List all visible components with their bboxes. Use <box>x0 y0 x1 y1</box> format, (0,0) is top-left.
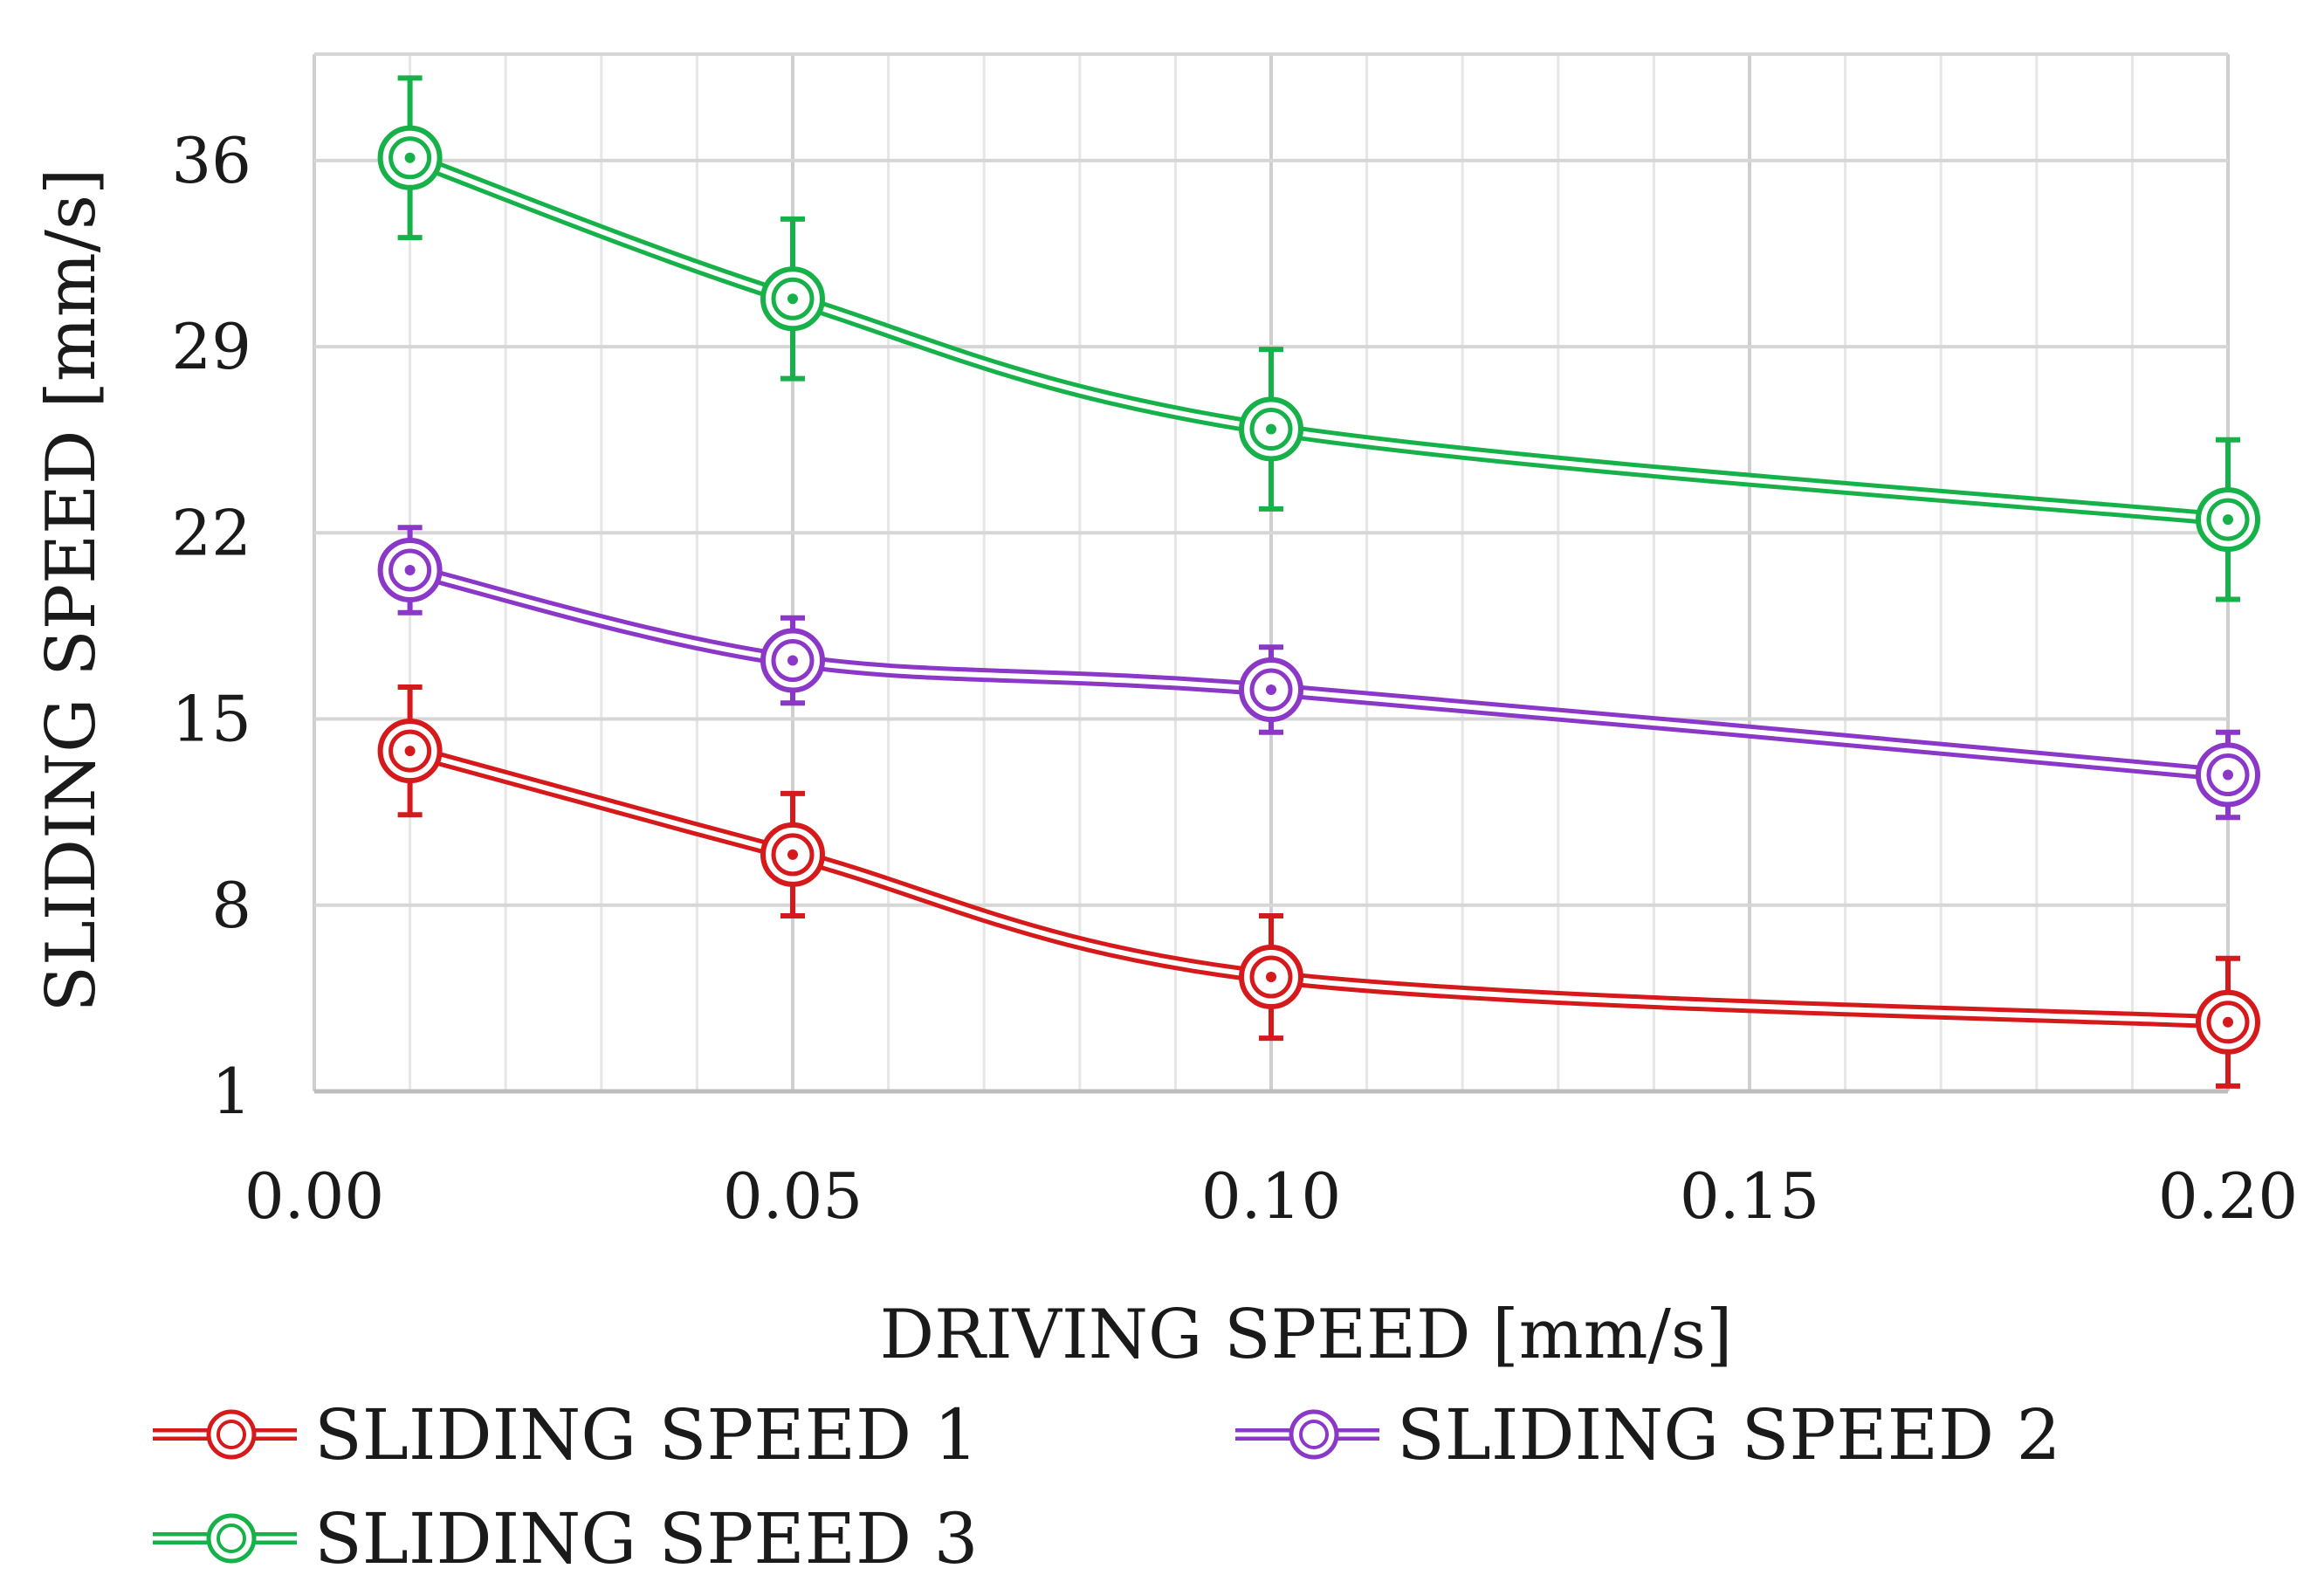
x-tick-label: 0.15 <box>1680 1159 1819 1233</box>
legend-item-1: SLIDING SPEED 1 <box>153 1394 979 1475</box>
legend-label: SLIDING SPEED 2 <box>1397 1394 2061 1475</box>
y-tick-label: 1 <box>211 1055 251 1128</box>
x-tick-label: 0.10 <box>1201 1159 1341 1233</box>
x-axis-title: DRIVING SPEED [mm/s] <box>880 1296 1733 1374</box>
series-line-core <box>407 748 2231 1025</box>
y-tick-label: 36 <box>171 124 251 197</box>
data-point <box>2196 742 2260 808</box>
tick-labels: 0.00 0.05 0.10 0.15 0.20 1 8 15 22 29 36 <box>171 124 2298 1233</box>
x-tick-label: 0.00 <box>244 1159 384 1233</box>
data-point <box>760 628 825 693</box>
series-line-core <box>407 567 2231 778</box>
data-point <box>377 537 443 602</box>
x-tick-label: 0.20 <box>2158 1159 2298 1233</box>
data-point <box>377 125 443 190</box>
data-point <box>760 822 825 887</box>
data-point <box>2196 989 2260 1055</box>
data-point <box>1239 945 1303 1010</box>
y-tick-label: 22 <box>171 496 251 569</box>
legend: SLIDING SPEED 1 SLIDING SPEED 2 SLIDING SP… <box>153 1394 2061 1579</box>
legend-item-2: SLIDING SPEED 2 <box>1235 1394 2061 1475</box>
y-tick-label: 29 <box>171 310 251 383</box>
series-2 <box>377 525 2260 821</box>
legend-item-3: SLIDING SPEED 3 <box>153 1498 979 1579</box>
data-point <box>2196 487 2260 553</box>
x-tick-label: 0.05 <box>723 1159 863 1233</box>
y-tick-label: 15 <box>171 683 251 756</box>
series-1 <box>377 684 2260 1089</box>
data-point <box>1239 657 1303 723</box>
series-3 <box>377 75 2260 602</box>
data-point <box>377 719 443 784</box>
legend-label: SLIDING SPEED 3 <box>314 1498 979 1578</box>
y-axis-title: SLIDING SPEED [mm/s] <box>32 169 111 1013</box>
series-group <box>377 75 2260 1089</box>
legend-symbol <box>1235 1409 1379 1460</box>
legend-symbol <box>153 1409 297 1460</box>
series-line <box>402 150 2235 527</box>
data-point <box>760 266 825 332</box>
y-tick-label: 8 <box>211 869 251 942</box>
series-line-core <box>407 155 2231 523</box>
data-point <box>1239 396 1303 462</box>
legend-label: SLIDING SPEED 1 <box>314 1394 979 1475</box>
legend-symbol <box>153 1513 297 1564</box>
series-line <box>402 562 2235 782</box>
